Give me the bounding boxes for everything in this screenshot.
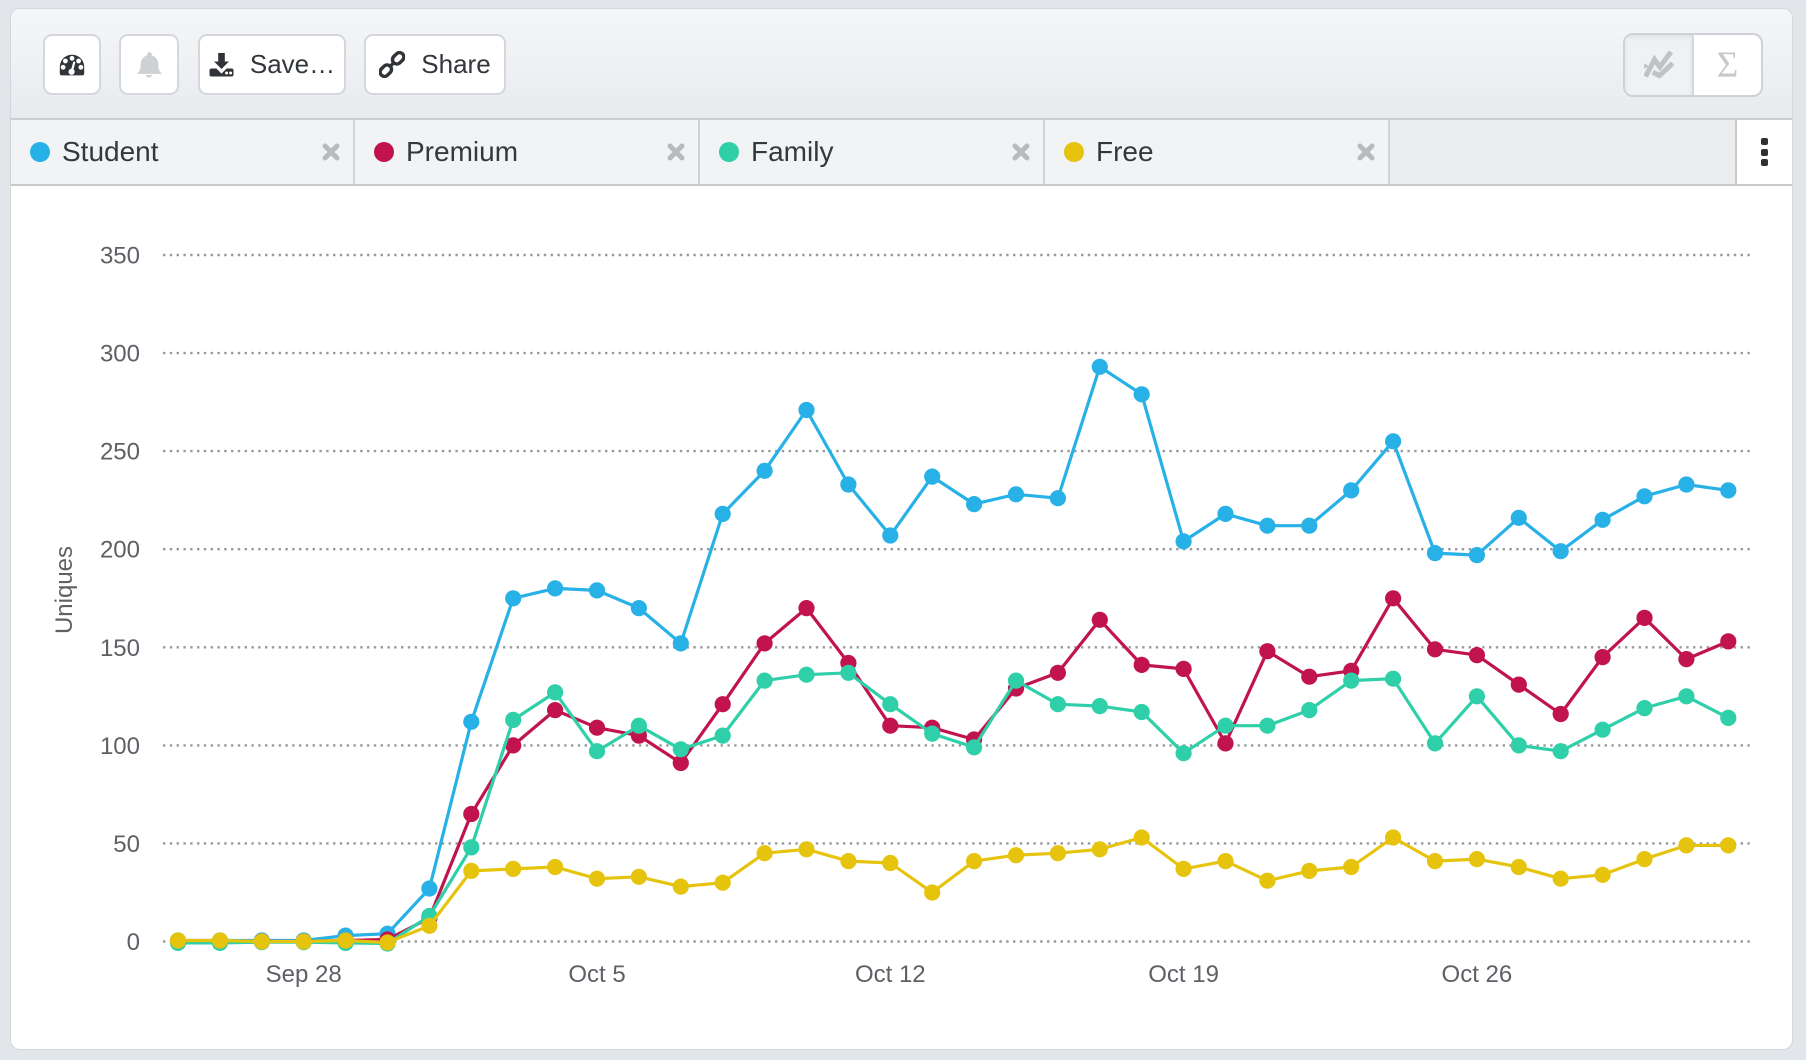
svg-text:0: 0 (127, 929, 140, 956)
svg-text:Oct 26: Oct 26 (1442, 961, 1513, 988)
svg-text:300: 300 (100, 341, 140, 368)
svg-text:Sep 28: Sep 28 (266, 961, 342, 988)
svg-text:Oct 19: Oct 19 (1148, 961, 1219, 988)
svg-text:200: 200 (100, 537, 140, 564)
svg-text:250: 250 (100, 439, 140, 466)
svg-text:150: 150 (100, 635, 140, 662)
svg-text:350: 350 (100, 243, 140, 270)
svg-text:50: 50 (113, 831, 140, 858)
svg-text:Oct 5: Oct 5 (568, 961, 625, 988)
svg-text:Oct 12: Oct 12 (855, 961, 926, 988)
svg-text:Uniques: Uniques (51, 546, 78, 634)
svg-text:100: 100 (100, 733, 140, 760)
